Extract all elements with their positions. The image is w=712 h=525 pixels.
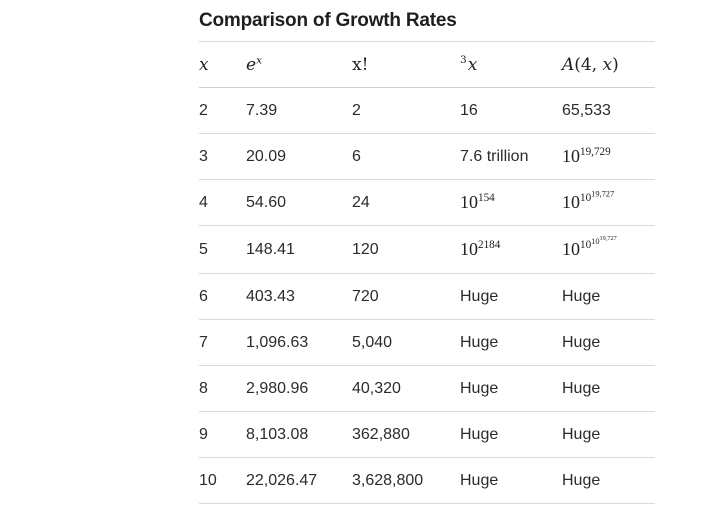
table-row: 5 148.41 120 102184 10101019,727 bbox=[199, 225, 655, 274]
cell-x: 3 bbox=[199, 133, 246, 180]
cell-ack: 1019,729 bbox=[562, 133, 655, 180]
cell-exp: 2,980.96 bbox=[246, 365, 352, 412]
cell-exp: 1,096.63 bbox=[246, 319, 352, 366]
table-row: 10 22,026.47 3,628,800 Huge Huge bbox=[199, 457, 655, 504]
cell-exp: 403.43 bbox=[246, 273, 352, 320]
cell-tet: 102184 bbox=[460, 225, 562, 274]
cell-fact: 120 bbox=[352, 225, 460, 274]
cell-x: 8 bbox=[199, 365, 246, 412]
cell-ack: Huge bbox=[562, 457, 655, 504]
cell-exp: 8,103.08 bbox=[246, 411, 352, 458]
header-ackermann: A(4, x) bbox=[562, 42, 655, 88]
table-row: 3 20.09 6 7.6 trillion 1019,729 bbox=[199, 133, 655, 180]
cell-fact: 40,320 bbox=[352, 365, 460, 412]
cell-tet: Huge bbox=[460, 273, 562, 320]
cell-tet: 10154 bbox=[460, 179, 562, 226]
cell-fact: 6 bbox=[352, 133, 460, 180]
cell-tet: Huge bbox=[460, 365, 562, 412]
table-row: 2 7.39 2 16 65,533 bbox=[199, 87, 655, 134]
cell-ack: Huge bbox=[562, 365, 655, 412]
table-row: 4 54.60 24 10154 101019,727 bbox=[199, 179, 655, 226]
table-row: 9 8,103.08 362,880 Huge Huge bbox=[199, 411, 655, 458]
cell-ack: Huge bbox=[562, 319, 655, 366]
table-title: Comparison of Growth Rates bbox=[199, 0, 655, 42]
cell-ack: 101019,727 bbox=[562, 179, 655, 226]
header-factorial: x! bbox=[352, 42, 460, 88]
cell-exp: 7.39 bbox=[246, 87, 352, 134]
cell-tet: 16 bbox=[460, 87, 562, 134]
header-x: x bbox=[199, 42, 246, 88]
cell-exp: 20.09 bbox=[246, 133, 352, 180]
cell-fact: 2 bbox=[352, 87, 460, 134]
cell-x: 10 bbox=[199, 457, 246, 504]
table-row: 6 403.43 720 Huge Huge bbox=[199, 273, 655, 320]
cell-x: 7 bbox=[199, 319, 246, 366]
cell-exp: 54.60 bbox=[246, 179, 352, 226]
cell-ack: 65,533 bbox=[562, 87, 655, 134]
header-exponential: ex bbox=[246, 42, 352, 88]
cell-fact: 720 bbox=[352, 273, 460, 320]
cell-fact: 24 bbox=[352, 179, 460, 226]
cell-tet: 7.6 trillion bbox=[460, 133, 562, 180]
table-row: 8 2,980.96 40,320 Huge Huge bbox=[199, 365, 655, 412]
cell-ack: Huge bbox=[562, 273, 655, 320]
cell-fact: 362,880 bbox=[352, 411, 460, 458]
cell-tet: Huge bbox=[460, 411, 562, 458]
table-row: 7 1,096.63 5,040 Huge Huge bbox=[199, 319, 655, 366]
growth-rates-section: Comparison of Growth Rates x ex x! 3x bbox=[199, 0, 655, 504]
cell-ack: 10101019,727 bbox=[562, 225, 655, 274]
cell-x: 6 bbox=[199, 273, 246, 320]
cell-tet: Huge bbox=[460, 457, 562, 504]
cell-exp: 22,026.47 bbox=[246, 457, 352, 504]
header-row: x ex x! 3x A(4, x) bbox=[199, 42, 655, 88]
cell-fact: 3,628,800 bbox=[352, 457, 460, 504]
cell-exp: 148.41 bbox=[246, 225, 352, 274]
cell-tet: Huge bbox=[460, 319, 562, 366]
cell-x: 4 bbox=[199, 179, 246, 226]
growth-rates-table: x ex x! 3x A(4, x) 2 7.39 bbox=[199, 42, 655, 504]
header-tetration: 3x bbox=[460, 42, 562, 88]
cell-x: 9 bbox=[199, 411, 246, 458]
cell-fact: 5,040 bbox=[352, 319, 460, 366]
cell-x: 2 bbox=[199, 87, 246, 134]
cell-ack: Huge bbox=[562, 411, 655, 458]
cell-x: 5 bbox=[199, 225, 246, 274]
